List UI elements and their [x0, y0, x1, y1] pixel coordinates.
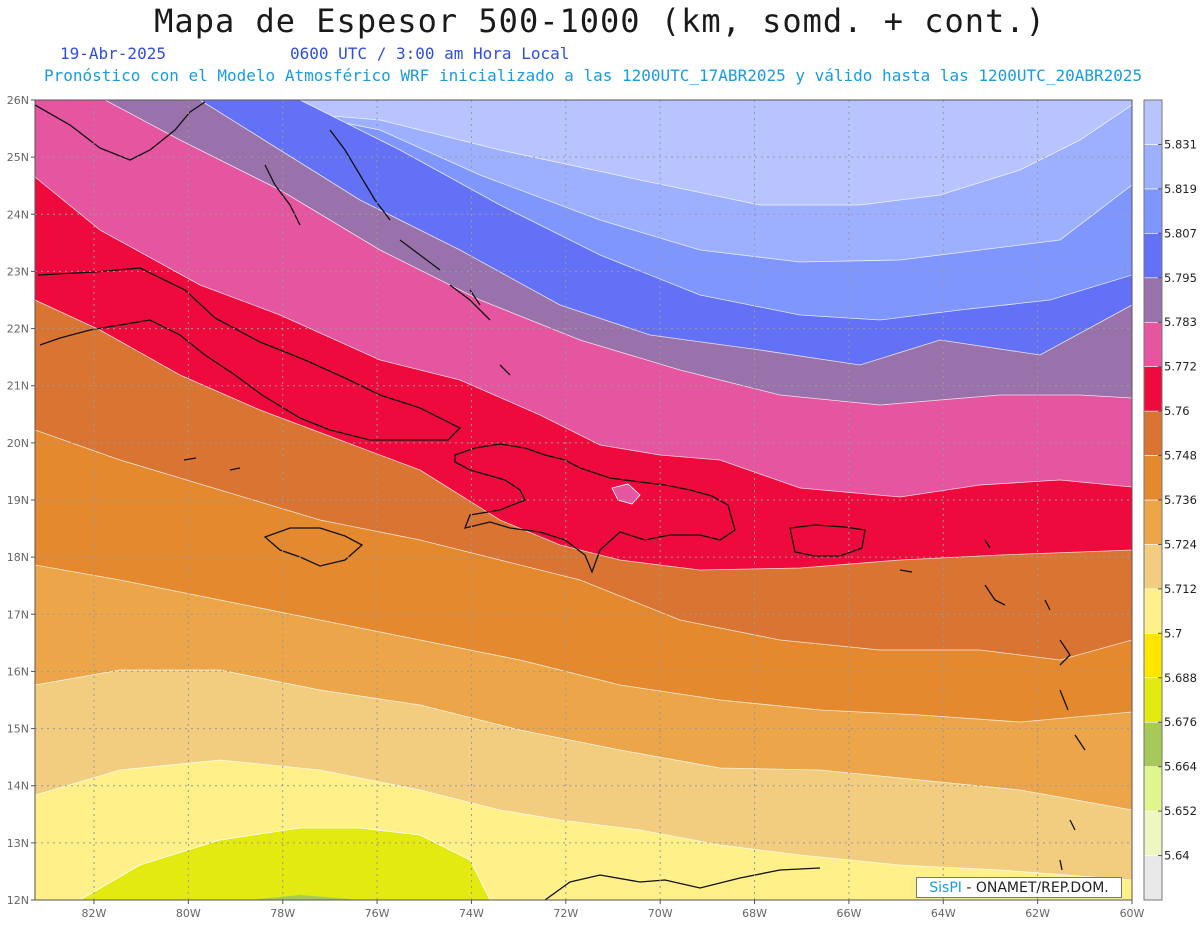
x-axis-ticks: 82W 80W 78W 76W 74W 72W 70W 68W 66W 64W 62W 60W — [82, 900, 1145, 920]
y-axis-ticks: 26N 25N 24N 23N 22N 21N 20N 19N 18N 17N 16N 15N 14N 1… — [7, 94, 35, 907]
y-tick-label: 13N — [7, 837, 29, 850]
colorbar-label: 5.736 — [1164, 493, 1197, 507]
x-tick-label: 62W — [1025, 907, 1050, 920]
colorbar-label: 5.652 — [1164, 804, 1197, 818]
lat-lon-grid — [35, 100, 1132, 900]
cuba-outline — [37, 267, 462, 441]
credit-box: SisPI - ONAMET/REP.DOM. — [916, 877, 1122, 898]
venezuela-coast — [544, 867, 821, 900]
colorbar-swatch — [1143, 499, 1163, 545]
x-tick-label: 70W — [648, 907, 673, 920]
model-label: Pronóstico con el Modelo Atmosférico WRF… — [44, 66, 1143, 85]
colorbar-label: 5.795 — [1164, 271, 1197, 285]
y-tick-label: 15N — [7, 723, 29, 736]
colorbar-swatch — [1143, 633, 1163, 679]
colorbar-label: 5.688 — [1164, 671, 1197, 685]
colorbar-label: 5.76 — [1164, 404, 1190, 418]
colorbar-swatch — [1143, 588, 1163, 634]
colorbar-label: 5.748 — [1164, 449, 1197, 463]
x-tick-label: 60W — [1120, 907, 1145, 920]
colorbar-swatch — [1143, 855, 1163, 901]
credit-text: - ONAMET/REP.DOM. — [966, 880, 1109, 896]
colorbar: 5.64 5.652 5.664 5.676 5.688 5.7 5.712 5.724 5.7… — [1143, 99, 1197, 901]
colorbar-swatch — [1143, 233, 1163, 279]
x-tick-label: 74W — [459, 907, 484, 920]
colorbar-swatch — [1143, 277, 1163, 323]
thickness-band — [79, 827, 491, 900]
x-tick-label: 82W — [82, 907, 107, 920]
colorbar-label: 5.7 — [1164, 626, 1182, 640]
colorbar-swatch — [1143, 366, 1163, 412]
y-tick-label: 21N — [7, 380, 29, 393]
y-tick-label: 14N — [7, 780, 29, 793]
thickness-bands — [35, 100, 1132, 900]
colorbar-label: 5.724 — [1164, 537, 1197, 551]
x-tick-label: 68W — [742, 907, 767, 920]
y-tick-label: 16N — [7, 665, 29, 678]
bahamas-outline — [264, 129, 511, 376]
colorbar-swatch — [1143, 810, 1163, 856]
x-tick-label: 76W — [365, 907, 390, 920]
coastlines — [35, 101, 1086, 900]
colorbar-swatch — [1143, 188, 1163, 234]
y-tick-label: 20N — [7, 437, 29, 450]
y-tick-label: 24N — [7, 208, 29, 221]
colorbar-label: 5.819 — [1164, 182, 1197, 196]
y-tick-label: 23N — [7, 265, 29, 278]
colorbar-label: 5.807 — [1164, 226, 1197, 240]
lesser-antilles — [899, 539, 1086, 871]
x-tick-label: 72W — [553, 907, 578, 920]
colorbar-swatch — [1143, 99, 1163, 145]
credit-brand: SisPI — [929, 880, 962, 896]
florida-outline — [35, 101, 206, 161]
puerto-rico-outline — [789, 524, 866, 557]
hispaniola-outline — [454, 443, 736, 574]
jamaica-outline — [263, 527, 364, 567]
y-tick-label: 26N — [7, 94, 29, 107]
x-tick-label: 66W — [836, 907, 861, 920]
colorbar-swatch — [1143, 721, 1163, 767]
x-tick-label: 80W — [176, 907, 201, 920]
x-tick-label: 78W — [270, 907, 295, 920]
colorbar-swatch — [1143, 455, 1163, 501]
y-tick-label: 19N — [7, 494, 29, 507]
y-tick-label: 22N — [7, 323, 29, 336]
y-tick-label: 17N — [7, 608, 29, 621]
colorbar-swatch — [1143, 677, 1163, 723]
colorbar-swatch — [1143, 410, 1163, 456]
map-title: Mapa de Espesor 500-1000 (km, somd. + co… — [154, 2, 1046, 40]
y-tick-label: 18N — [7, 551, 29, 564]
colorbar-label: 5.712 — [1164, 582, 1197, 596]
colorbar-label: 5.831 — [1164, 137, 1197, 151]
colorbar-label: 5.664 — [1164, 760, 1197, 774]
colorbar-label: 5.64 — [1164, 849, 1190, 863]
x-tick-label: 64W — [931, 907, 956, 920]
colorbar-swatch — [1143, 144, 1163, 190]
colorbar-swatch — [1143, 321, 1163, 367]
time-label: 0600 UTC / 3:00 am Hora Local — [290, 44, 570, 63]
cayman-islands — [183, 457, 241, 471]
colorbar-label: 5.676 — [1164, 715, 1197, 729]
y-tick-label: 25N — [7, 151, 29, 164]
date-label: 19-Abr-2025 — [60, 44, 166, 63]
colorbar-swatch — [1143, 766, 1163, 812]
colorbar-label: 5.772 — [1164, 360, 1197, 374]
colorbar-swatch — [1143, 544, 1163, 590]
colorbar-label: 5.783 — [1164, 315, 1197, 329]
thickness-band — [250, 895, 360, 900]
y-tick-label: 12N — [7, 894, 29, 907]
